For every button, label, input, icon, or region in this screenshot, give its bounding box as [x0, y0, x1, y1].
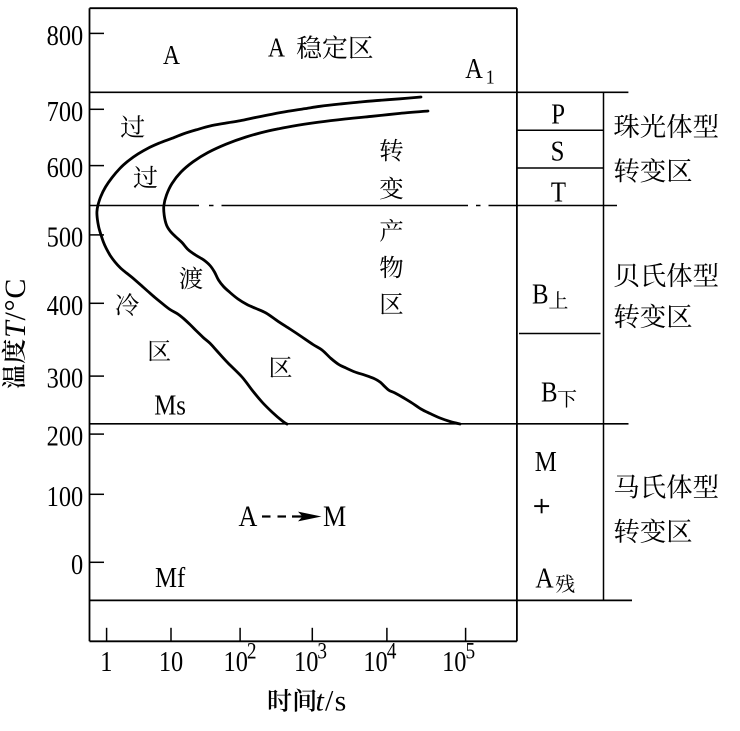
svg-text:M: M — [323, 500, 346, 533]
svg-text:100: 100 — [47, 480, 84, 512]
svg-text:T/°C: T/°C — [0, 278, 32, 338]
svg-text:B: B — [541, 376, 558, 408]
svg-text:200: 200 — [47, 420, 84, 452]
svg-text:A: A — [239, 500, 258, 533]
svg-text:A: A — [535, 562, 554, 594]
svg-text:1: 1 — [486, 66, 495, 88]
svg-text:A: A — [163, 41, 181, 71]
svg-text:t/s: t/s — [316, 685, 348, 718]
svg-text:10: 10 — [224, 645, 248, 677]
svg-text:800: 800 — [47, 19, 84, 51]
svg-text:T: T — [551, 176, 566, 208]
svg-text:10: 10 — [294, 645, 318, 677]
svg-text:S: S — [551, 135, 565, 167]
svg-text:A: A — [268, 33, 286, 63]
svg-text:Mf: Mf — [155, 561, 185, 593]
svg-text:A: A — [465, 53, 483, 84]
svg-text:Ms: Ms — [154, 389, 186, 421]
svg-text:400: 400 — [47, 289, 84, 321]
svg-text:10: 10 — [159, 645, 183, 677]
svg-text:500: 500 — [47, 220, 84, 252]
svg-text:2: 2 — [247, 638, 257, 664]
svg-text:5: 5 — [466, 638, 476, 664]
svg-text:4: 4 — [387, 638, 397, 664]
svg-text:B: B — [532, 278, 549, 310]
svg-text:10: 10 — [363, 645, 387, 677]
svg-text:700: 700 — [47, 95, 84, 127]
svg-text:300: 300 — [47, 362, 84, 394]
svg-text:M: M — [535, 446, 557, 478]
svg-text:P: P — [551, 98, 565, 130]
svg-text:0: 0 — [71, 548, 83, 580]
svg-text:10: 10 — [442, 645, 466, 677]
svg-text:600: 600 — [47, 151, 84, 183]
svg-text:3: 3 — [317, 638, 327, 664]
svg-text:1: 1 — [100, 645, 112, 677]
